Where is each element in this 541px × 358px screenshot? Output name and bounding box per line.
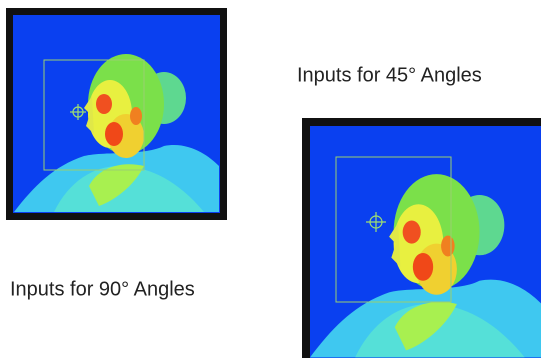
page: Inputs for 45° Angles Inputs for 90° Ang… [0, 0, 541, 358]
image-90 [6, 8, 227, 220]
figure: Inputs for 45° Angles Inputs for 90° Ang… [0, 0, 541, 358]
label-90: Inputs for 90° Angles [10, 278, 195, 300]
image-45 [302, 118, 541, 358]
label-45: Inputs for 45° Angles [297, 64, 482, 86]
